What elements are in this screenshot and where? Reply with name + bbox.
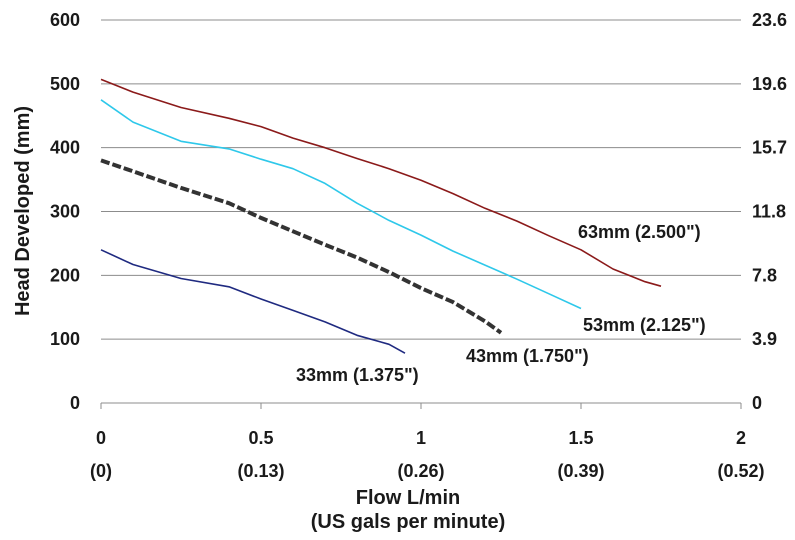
- y-tick-label-left: 100: [50, 329, 80, 349]
- x-tick-label-secondary: (0): [90, 461, 112, 481]
- y-tick-label-left: 500: [50, 74, 80, 94]
- y-tick-label-right: 23.6: [752, 10, 787, 30]
- y-tick-label-left: 200: [50, 265, 80, 285]
- x-tick-label-secondary: (0.26): [397, 461, 444, 481]
- series-line-1: [100, 99, 582, 310]
- gridlines: [100, 19, 742, 409]
- y-tick-label-right: 15.7: [752, 138, 787, 158]
- series-line-0: [100, 78, 662, 287]
- y-tick-label-left: 400: [50, 138, 80, 158]
- x-tick-label: 0: [96, 428, 106, 448]
- x-tick-label-secondary: (0.39): [557, 461, 604, 481]
- series-label-63mm: 63mm (2.500"): [578, 222, 701, 242]
- series-label-43mm: 43mm (1.750"): [466, 346, 589, 366]
- y-tick-label-left: 0: [70, 393, 80, 413]
- y-tick-label-left: 600: [50, 10, 80, 30]
- y-tick-label-left: 300: [50, 202, 80, 222]
- x-tick-label: 0.5: [248, 428, 273, 448]
- y-tick-label-right: 11.8: [752, 202, 786, 222]
- x-axis-label: Flow L/min: [356, 487, 460, 509]
- y-axis-label: Head Developed (mm): [12, 106, 34, 316]
- x-tick-label: 1: [416, 428, 426, 448]
- series-label-33mm: 33mm (1.375"): [296, 365, 419, 385]
- y-tick-label-right: 3.9: [752, 329, 777, 349]
- x-tick-label: 2: [736, 428, 746, 448]
- x-tick-label-secondary: (0.13): [237, 461, 284, 481]
- series-line-2: [100, 158, 503, 335]
- x-axis-label-secondary: (US gals per minute): [311, 511, 505, 533]
- x-tick-label: 1.5: [568, 428, 593, 448]
- y-tick-label-right: 19.6: [752, 74, 787, 94]
- series-labels: 63mm (2.500") 53mm (2.125") 43mm (1.750"…: [296, 222, 706, 385]
- y-tick-label-right: 7.8: [752, 265, 777, 285]
- series-line-3: [100, 249, 406, 354]
- y-tick-label-right: 0: [752, 393, 762, 413]
- x-tick-label-secondary: (0.52): [717, 461, 764, 481]
- series-label-53mm: 53mm (2.125"): [583, 315, 706, 335]
- series-lines: [100, 78, 662, 354]
